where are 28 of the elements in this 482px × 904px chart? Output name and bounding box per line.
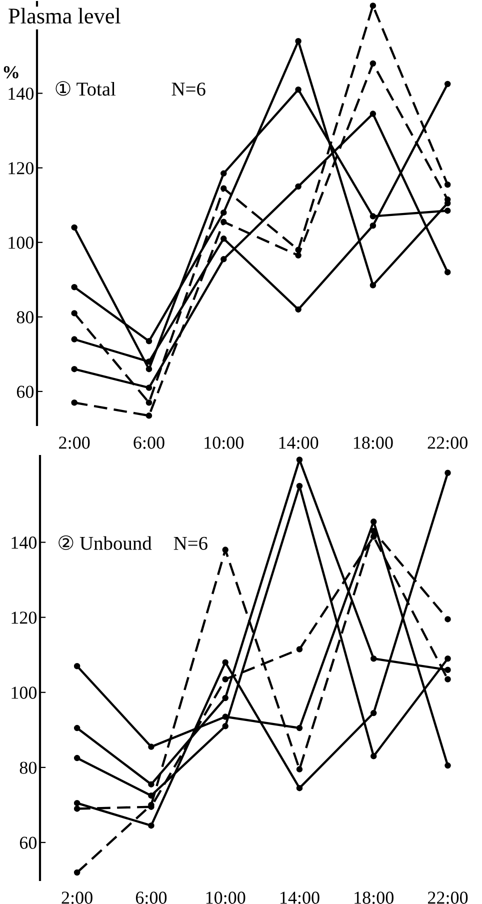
y-tick-label: 140 (12, 536, 37, 549)
x-tick-label: 10:00 (206, 892, 246, 904)
y-tick-label: 140 (8, 88, 34, 100)
y-tick-label: 80 (20, 762, 37, 774)
y-tick-label: 100 (8, 236, 34, 249)
annotation: ① Total (56, 81, 116, 96)
x-tick-label: 14:00 (280, 892, 320, 904)
x-tick-label: 6:00 (136, 892, 167, 904)
annotation: ② Unbound (58, 535, 152, 550)
y-tick-label: 80 (16, 311, 34, 324)
x-tick-label: 22:00 (428, 892, 468, 904)
x-tick-label: 22:00 (428, 436, 468, 449)
annotation: N=6 (172, 82, 206, 96)
y-tick-label: 60 (20, 836, 37, 849)
x-tick-label: 10:00 (204, 436, 244, 449)
x-tick-label: 2:00 (62, 892, 92, 904)
chart-title: Plasma level (8, 8, 120, 24)
y-tick-label: 120 (8, 162, 34, 174)
x-tick-label: 2:00 (59, 436, 90, 449)
x-tick-label: 18:00 (354, 436, 393, 449)
x-tick-label: 6:00 (134, 436, 164, 449)
y-tick-label: 60 (16, 386, 34, 398)
x-tick-label: 14:00 (279, 436, 318, 449)
y-axis-title: % (4, 66, 18, 78)
annotation: N=6 (174, 536, 208, 550)
y-tick-label: 100 (12, 686, 37, 699)
y-tick-label: 120 (12, 612, 37, 624)
x-tick-label: 18:00 (354, 892, 394, 904)
